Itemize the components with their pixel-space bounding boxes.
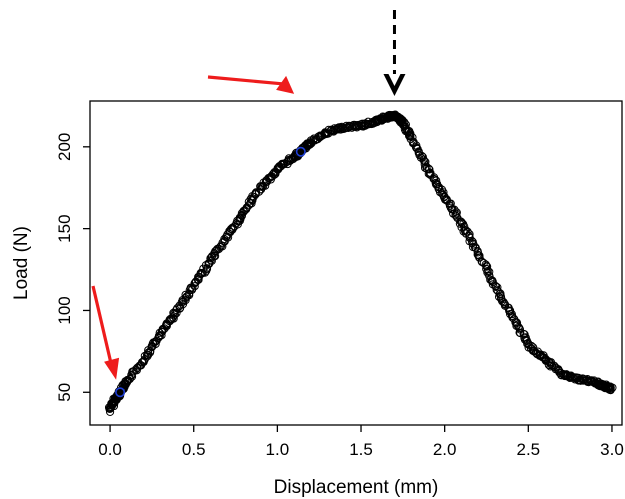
y-tick-label: 100 <box>55 296 74 324</box>
data-point <box>452 212 461 221</box>
data-point <box>223 233 233 242</box>
data-point <box>157 331 166 340</box>
x-tick-label: 3.0 <box>600 440 624 459</box>
data-point <box>499 297 508 307</box>
data-point <box>546 359 555 368</box>
data-points <box>104 110 617 417</box>
axis-ticks: 0.0 0.5 1.0 1.5 2.0 2.5 3.0 50 100 150 200 <box>55 133 624 459</box>
data-point <box>557 371 566 380</box>
x-axis-label: Displacement (mm) <box>274 477 439 498</box>
data-point <box>482 264 491 274</box>
data-point <box>491 282 501 291</box>
data-point <box>463 227 472 236</box>
x-tick-label: 2.0 <box>433 440 457 459</box>
red-arrowhead <box>104 357 120 380</box>
data-point <box>278 160 288 169</box>
data-point <box>526 344 536 353</box>
annotations <box>91 10 406 380</box>
data-point <box>424 164 433 173</box>
plot-frame <box>89 100 623 426</box>
data-point <box>451 211 460 220</box>
data-point <box>606 386 615 395</box>
data-point <box>420 163 430 172</box>
red-arrow-shaft <box>207 75 283 86</box>
data-point <box>430 175 439 184</box>
x-tick-label: 0.0 <box>98 440 122 459</box>
red-arrowhead <box>276 75 295 94</box>
data-point <box>190 282 199 291</box>
highlighted-point <box>115 387 126 398</box>
x-tick-label: 1.0 <box>266 440 290 459</box>
highlighted-points <box>115 146 306 398</box>
y-tick-label: 200 <box>55 133 74 161</box>
data-point <box>173 304 182 313</box>
y-axis-label: Load (N) <box>11 226 32 300</box>
plot-border <box>89 100 623 426</box>
data-point <box>181 290 190 299</box>
data-point <box>235 213 244 222</box>
black-arrowhead-notch <box>388 74 401 86</box>
data-point <box>408 133 417 142</box>
data-point <box>608 383 617 392</box>
data-point <box>546 362 555 371</box>
x-tick-label: 1.5 <box>349 440 373 459</box>
data-point <box>452 209 461 218</box>
data-point <box>475 253 484 262</box>
y-tick-label: 150 <box>55 214 74 242</box>
data-point <box>109 394 118 403</box>
highlighted-point <box>295 146 306 157</box>
data-point <box>425 165 434 174</box>
y-tick-label: 50 <box>55 383 74 402</box>
x-tick-label: 0.5 <box>182 440 206 459</box>
data-point <box>514 322 523 332</box>
data-point <box>218 242 227 251</box>
x-tick-label: 2.5 <box>516 440 540 459</box>
data-point <box>127 371 136 380</box>
data-point <box>146 346 155 356</box>
red-arrow-shaft <box>91 285 113 365</box>
data-point <box>516 328 525 338</box>
